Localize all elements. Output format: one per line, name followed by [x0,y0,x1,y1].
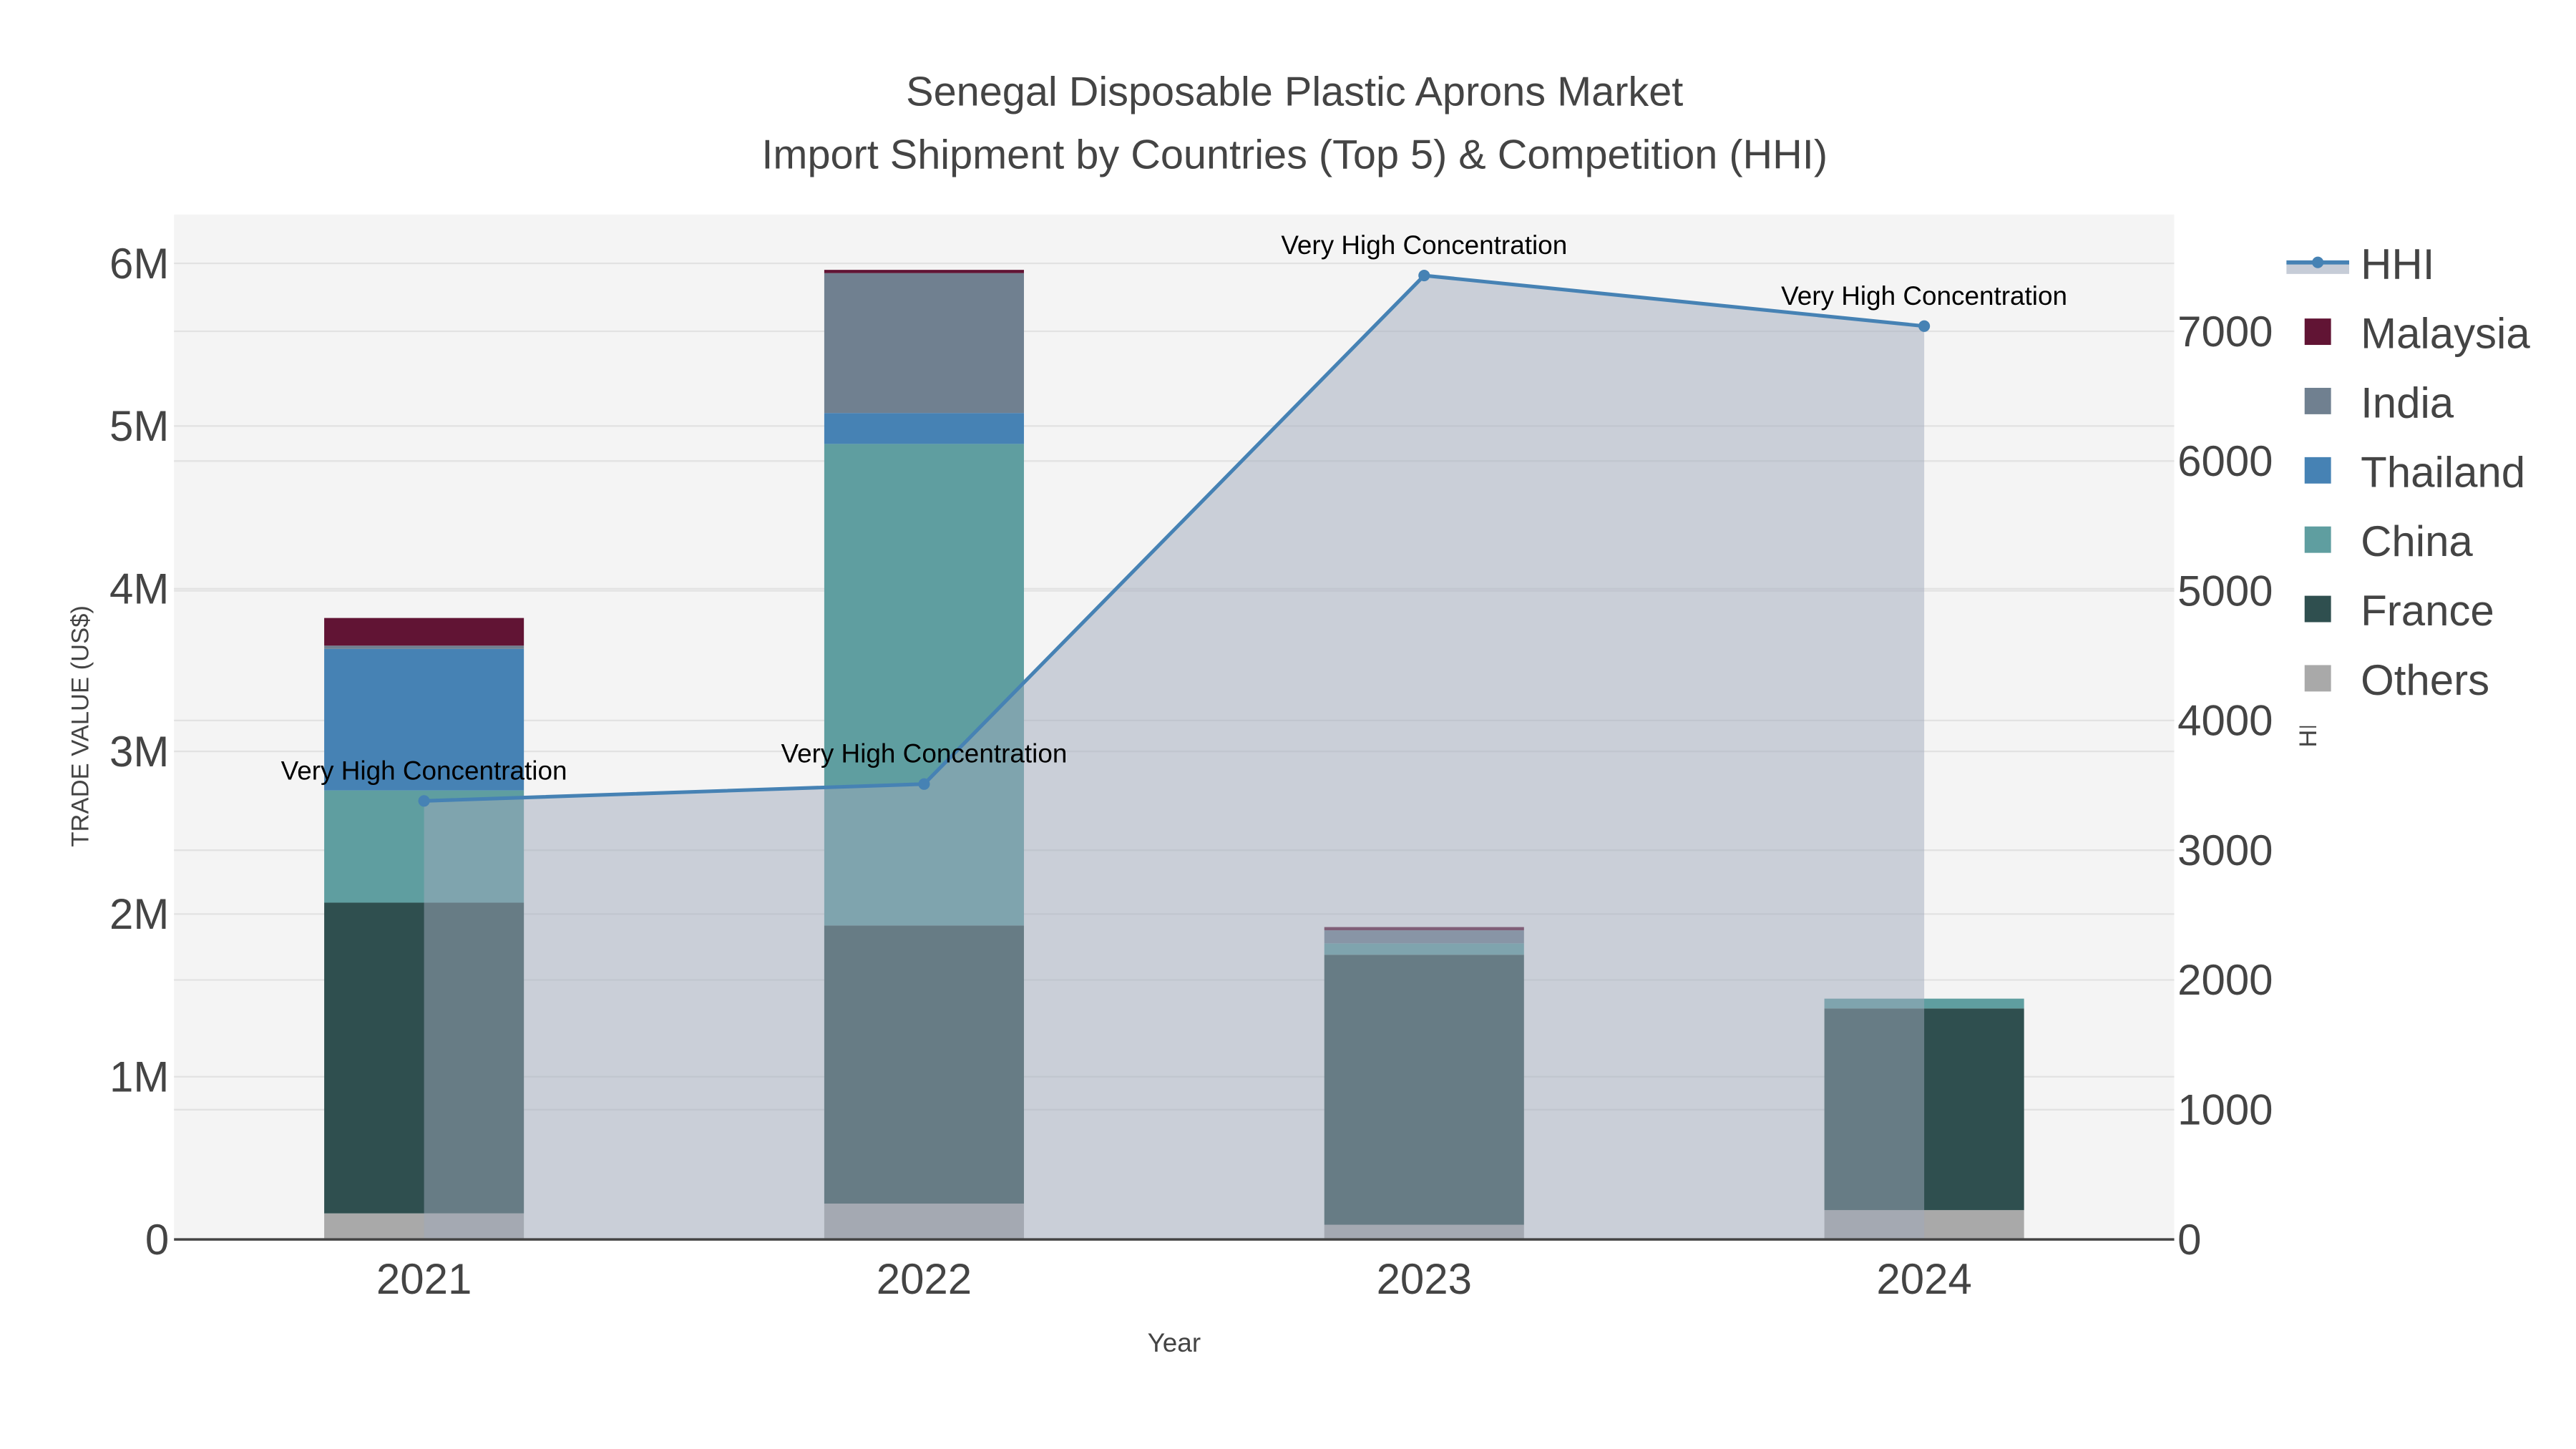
y2-tick-label: 1000 [2177,1086,2273,1134]
hhi-area-fill [424,275,1925,1240]
bar-malaysia [324,618,525,646]
hhi-annotation: Very High Concentration [281,756,567,785]
y2-tick-label: 0 [2177,1216,2201,1264]
bar-thailand [324,648,525,791]
x-tick-label: 2024 [1876,1255,1971,1303]
legend-label: Malaysia [2361,310,2530,358]
x-axis-ticks: 2021 2022 2023 2024 [376,1255,1972,1303]
legend-swatch-malaysia [2304,318,2331,346]
x-axis-label: Year [1148,1328,1201,1357]
legend-label: China [2361,517,2473,565]
bar-india [824,273,1024,414]
hhi-point [1418,269,1430,282]
x-tick-label: 2021 [376,1255,472,1303]
y2-tick-label: 5000 [2177,567,2273,615]
legend-swatch-thailand [2304,457,2331,484]
x-tick-label: 2023 [1377,1255,1472,1303]
y2-tick-label: 6000 [2177,437,2273,485]
chart-title: Senegal Disposable Plastic Aprons Market [906,69,1683,115]
legend-label: Others [2361,656,2489,704]
hhi-annotation: Very High Concentration [781,739,1068,769]
y-tick-label: 2M [109,890,169,938]
y-tick-label: 3M [109,728,169,776]
bar-malaysia [824,270,1024,273]
y2-tick-label: 2000 [2177,956,2273,1004]
legend: HHI Malaysia India Thailand China France Other… [2286,240,2530,704]
hhi-line: Very High Concentration Very High Concent… [281,230,2067,807]
hhi-point [418,795,430,807]
x-tick-label: 2022 [877,1255,972,1303]
legend-swatch-france [2304,595,2331,623]
y-tick-label: 0 [145,1216,169,1264]
legend-swatch-others [2304,665,2331,692]
legend-label: Thailand [2361,448,2525,496]
hhi-area [424,275,1925,1240]
hhi-annotation: Very High Concentration [1281,230,1567,260]
legend-swatch-india [2304,387,2331,414]
y-axis-ticks: 0 1M 2M 3M 4M 5M 6M [109,240,169,1264]
hhi-point [1918,320,1931,332]
y2-tick-label: 4000 [2177,697,2273,745]
legend-label: India [2361,379,2454,427]
legend-label: HHI [2361,240,2434,288]
y-axis-label: TRADE VALUE (US$) [67,605,94,847]
hhi-line-path [424,273,1925,803]
chart-subtitle: Import Shipment by Countries (Top 5) & C… [761,132,1828,177]
legend-hhi-marker [2312,256,2324,268]
hhi-point [918,778,930,790]
y-tick-label: 5M [109,402,169,450]
y2-tick-label: 7000 [2177,308,2273,356]
y-tick-label: 6M [109,240,169,288]
y-tick-label: 1M [109,1053,169,1101]
y2-tick-label: 3000 [2177,826,2273,874]
y2-axis-ticks: 0 1000 2000 3000 4000 5000 6000 7000 [2177,308,2273,1264]
legend-swatch-china [2304,526,2331,553]
bar-india [324,645,525,649]
hhi-annotation: Very High Concentration [1781,281,2067,311]
legend-label: France [2361,587,2494,635]
y-tick-label: 4M [109,565,169,613]
bar-thailand [824,413,1024,444]
